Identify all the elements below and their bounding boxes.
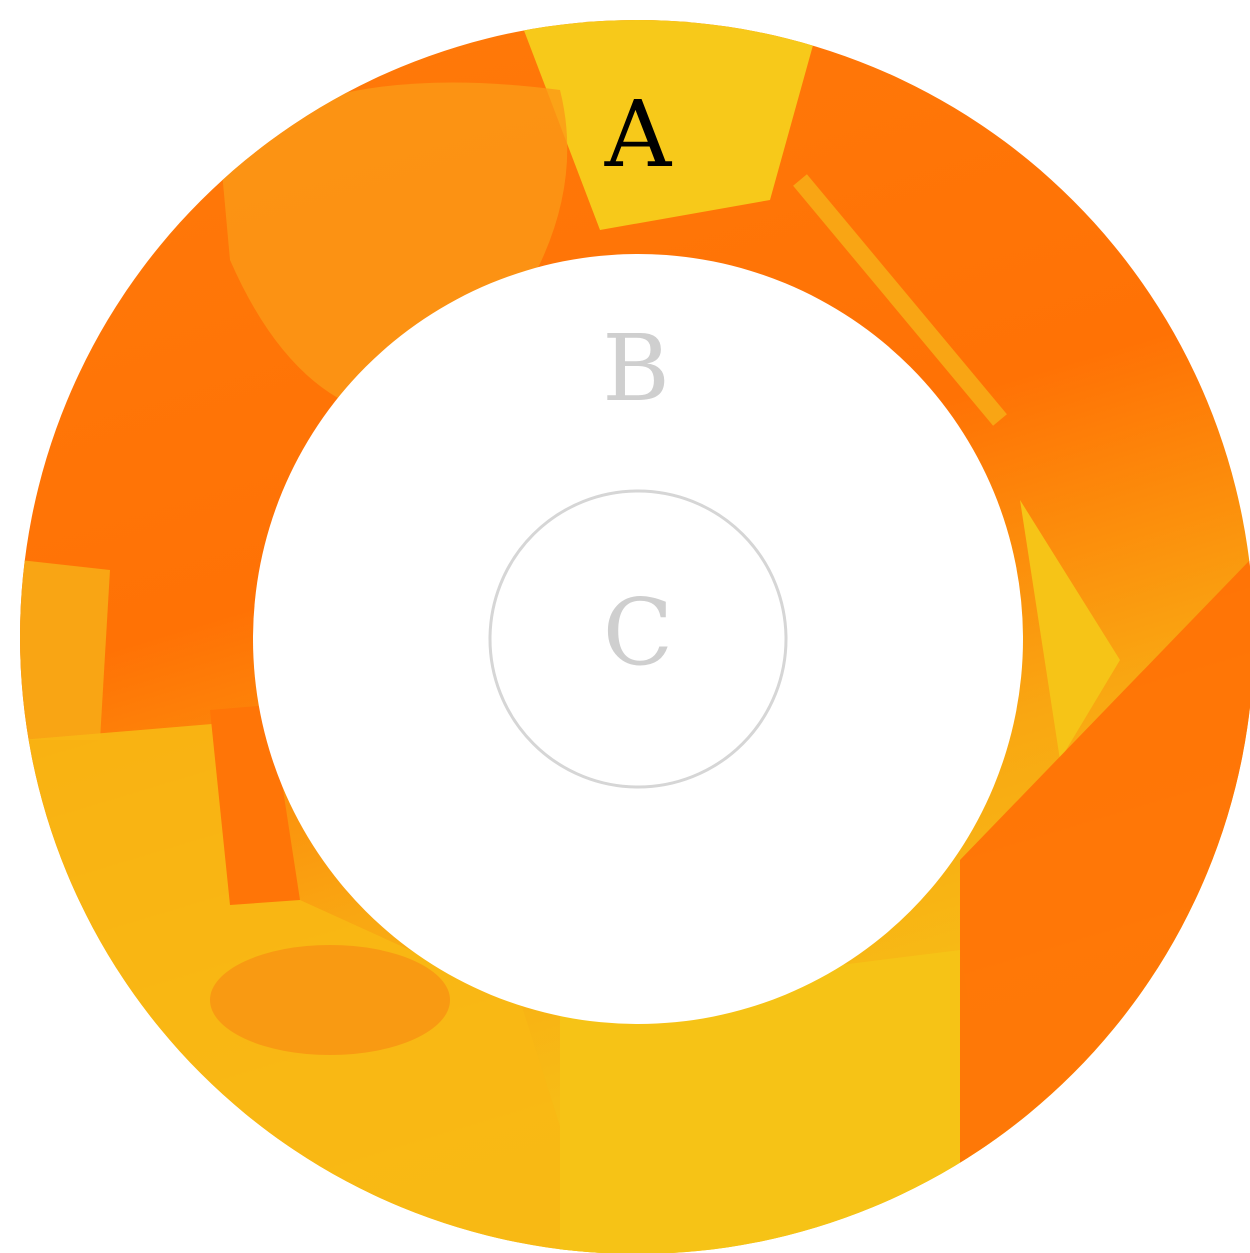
middle-label: B xyxy=(602,315,670,422)
ring-selector: A B C xyxy=(0,0,1250,1253)
page: A B C (() => { const data = JSON.parse(d… xyxy=(0,0,1250,1253)
outer-label: A xyxy=(604,81,673,188)
inner-label: C xyxy=(603,579,673,686)
